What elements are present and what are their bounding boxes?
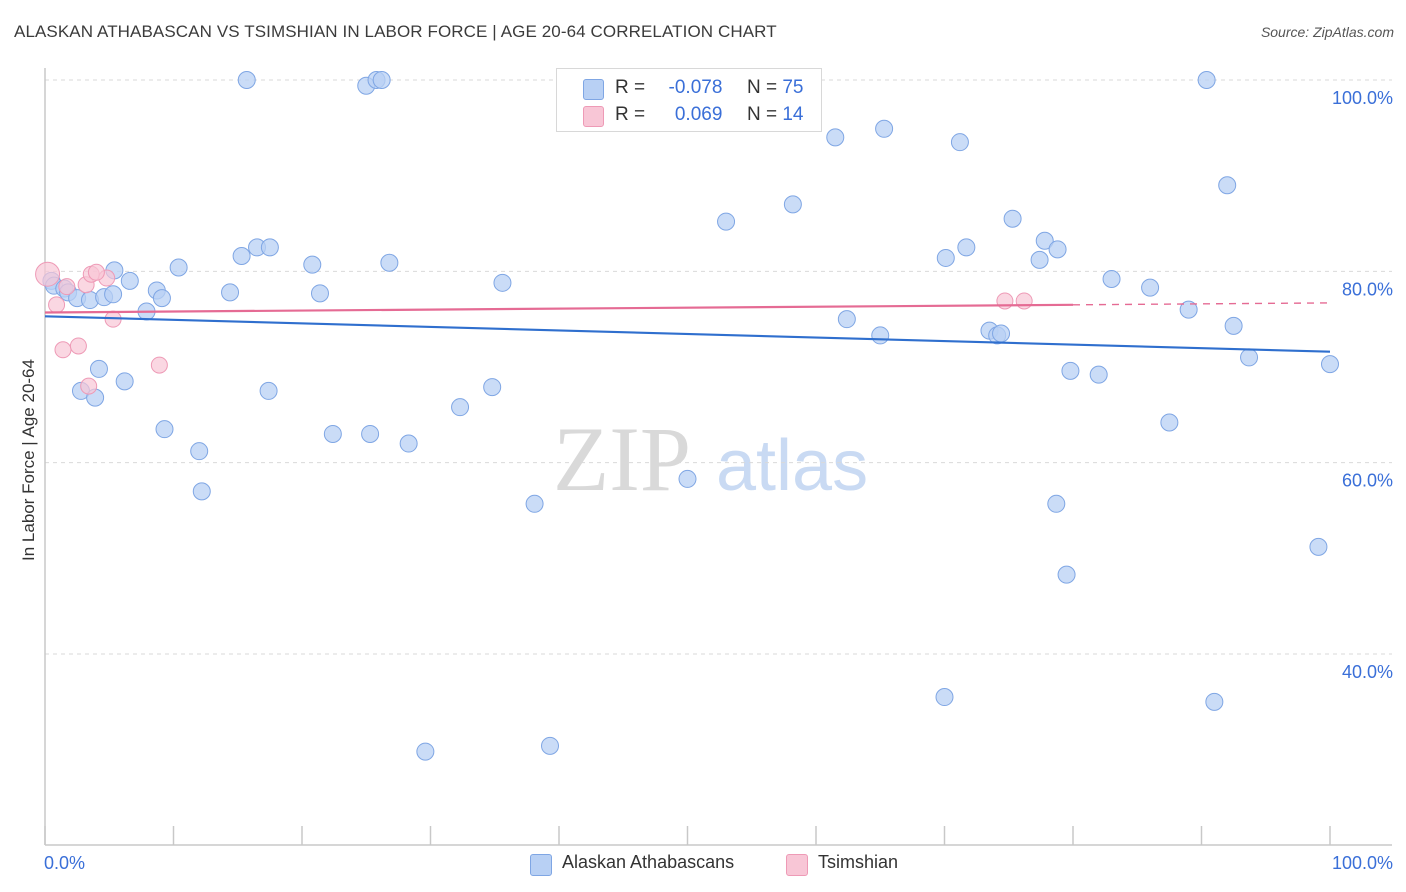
athabascan-point (120, 271, 139, 290)
x-tick-label: 100.0% (1332, 853, 1393, 873)
y-tick-label: 40.0% (1342, 662, 1393, 682)
athabascan-point (957, 238, 976, 257)
athabascan-point (837, 310, 856, 329)
athabascan-point (1089, 365, 1108, 384)
athabascan-point (483, 378, 502, 397)
tsimshian-legend-label: Tsimshian (818, 852, 899, 872)
athabascan-legend-icon (530, 854, 552, 876)
athabascan-point (1003, 209, 1022, 228)
y-tick-label: 60.0% (1342, 471, 1393, 491)
tsimshian-legend-icon (786, 854, 808, 876)
athabascan-point (1179, 300, 1198, 319)
tsimshian-point (48, 296, 66, 314)
athabascan-point (992, 324, 1011, 343)
athabascan-point (323, 424, 342, 443)
chart-title: ALASKAN ATHABASCAN VS TSIMSHIAN IN LABOR… (14, 22, 777, 41)
athabascan-point (875, 119, 894, 138)
athabascan-point (678, 469, 697, 488)
athabascan-legend-label: Alaskan Athabascans (562, 852, 735, 872)
athabascan-point (169, 258, 188, 277)
tsimshian-point (58, 278, 76, 296)
watermark-zip: ZIP (553, 408, 691, 510)
athabascan-point (1205, 692, 1224, 711)
athabascan-point (221, 283, 240, 302)
athabascan-point (1321, 355, 1339, 374)
athabascan-point (237, 71, 256, 89)
tsimshian-point (80, 377, 98, 395)
y-axis-title: In Labor Force | Age 20-64 (19, 359, 38, 561)
athabascan-point (310, 284, 329, 303)
athabascan-point (871, 326, 890, 345)
athabascan-point (152, 289, 171, 308)
y-tick-label: 100.0% (1332, 88, 1393, 108)
tsimshian-r-label: R = (615, 104, 646, 125)
athabascan-point (155, 420, 174, 439)
tsimshian-n-value: 14 (782, 104, 804, 125)
athabascan-point (115, 372, 134, 391)
athabascan-point (1102, 269, 1121, 288)
athabascan-point (416, 742, 435, 761)
athabascan-n-label: N = (746, 77, 778, 98)
tsimshian-point (150, 356, 168, 374)
tsimshian-point (87, 263, 105, 281)
athabascan-point (89, 359, 108, 378)
tsimshian-trend-line (44, 303, 1074, 314)
athabascan-point (783, 195, 802, 214)
athabascan-point (380, 253, 399, 272)
tsimshian-swatch-icon (583, 106, 604, 127)
tsimshian-point (35, 261, 61, 287)
y-tick-label: 80.0% (1342, 279, 1393, 299)
source-label: Source: ZipAtlas.com (1260, 24, 1394, 40)
athabascan-point (1061, 361, 1080, 380)
athabascan-point (232, 247, 251, 266)
watermark-atlas: atlas (716, 426, 868, 506)
athabascan-point (1141, 278, 1160, 297)
athabascan-r-value: -0.078 (668, 77, 723, 98)
athabascan-point (826, 128, 845, 147)
athabascan-point (1224, 316, 1243, 335)
tsimshian-trend-extension (1072, 302, 1331, 306)
tsimshian-point (54, 341, 72, 359)
athabascan-point (1218, 176, 1237, 195)
athabascan-point (717, 212, 736, 231)
athabascan-point (303, 255, 322, 274)
athabascan-point (1309, 537, 1328, 556)
athabascan-point (192, 482, 211, 501)
athabascan-point (104, 285, 123, 304)
athabascan-point (1047, 494, 1066, 513)
tsimshian-n-label: N = (746, 104, 778, 125)
tsimshian-point (996, 292, 1014, 310)
athabascan-point (525, 494, 544, 513)
athabascan-point (1057, 565, 1076, 584)
athabascan-point (451, 398, 470, 417)
athabascan-point (1048, 240, 1067, 259)
athabascan-r-label: R = (615, 77, 646, 98)
athabascan-trend-line (44, 315, 1331, 353)
athabascan-point (950, 133, 969, 152)
tsimshian-point (1015, 292, 1033, 310)
athabascan-point (1240, 348, 1259, 367)
athabascan-swatch-icon (583, 79, 604, 100)
athabascan-n-value: 75 (782, 77, 804, 98)
tsimshian-r-value: 0.069 (674, 104, 723, 125)
athabascan-point (260, 238, 279, 257)
tsimshian-point (69, 337, 87, 355)
athabascan-point (935, 688, 954, 707)
x-tick-label: 0.0% (44, 853, 85, 873)
athabascan-point (361, 424, 380, 443)
athabascan-point (399, 434, 418, 453)
athabascan-point (259, 381, 278, 400)
athabascan-point (1035, 231, 1054, 250)
athabascan-point (493, 273, 512, 292)
athabascan-point (190, 442, 209, 461)
athabascan-point (372, 71, 391, 89)
athabascan-point (541, 736, 560, 755)
athabascan-point (936, 248, 955, 267)
stats-legend: R = -0.078 N = 75 R = 0.069 N = 14 (556, 68, 822, 132)
athabascan-point (1030, 250, 1049, 269)
athabascan-point (1197, 71, 1216, 89)
athabascan-point (1160, 413, 1179, 432)
